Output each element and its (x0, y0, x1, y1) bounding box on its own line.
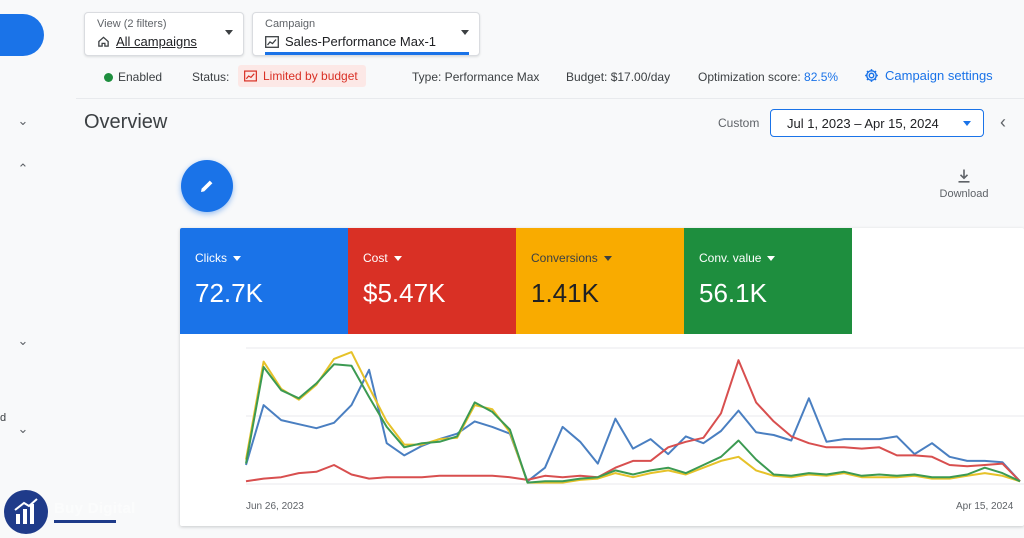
metric-value: $5.47K (363, 278, 446, 308)
chevron-down-icon[interactable]: ⌄ (17, 113, 29, 128)
dropdown-caret-icon (767, 255, 776, 261)
download-label: Download (939, 188, 989, 200)
campaign-status-bar: Enabled Status: Limited by budget Type: … (76, 65, 1024, 88)
chevron-left-icon[interactable]: ‹ (1000, 112, 1006, 132)
campaign-picker-label: Campaign (265, 18, 316, 30)
campaign-picker[interactable]: Campaign Sales-Performance Max-1 (252, 12, 480, 56)
chevron-down-icon[interactable]: ⌄ (17, 333, 29, 348)
series-line-conv-value (245, 363, 1021, 484)
metric-label: Cost (363, 251, 388, 265)
metric-value: 56.1K (699, 278, 767, 308)
campaign-type: Type: Performance Max (412, 70, 540, 84)
sidebar-item-fragment: d (0, 412, 7, 424)
campaign-settings-link[interactable]: Campaign settings (864, 68, 993, 83)
watermark-underline (54, 520, 116, 523)
metric-value: 72.7K (195, 278, 263, 308)
series-line-clicks (245, 368, 1021, 483)
metric-tile-conv-value[interactable]: Conv. value 56.1K (684, 228, 852, 334)
dropdown-caret-icon (603, 255, 612, 261)
date-range-custom-label: Custom (718, 116, 760, 130)
status-label: Status: (192, 70, 230, 84)
pencil-icon (201, 180, 213, 192)
download-icon (958, 169, 970, 183)
x-axis-end-label: Apr 15, 2024 (956, 501, 1014, 512)
metric-tile-clicks[interactable]: Clicks 72.7K (180, 228, 348, 334)
metric-tile-conversions[interactable]: Conversions 1.41K (516, 228, 684, 334)
enabled-dot-icon (104, 73, 113, 82)
edit-button[interactable] (181, 160, 233, 212)
chart-icon (265, 35, 279, 48)
metric-label: Conversions (531, 251, 598, 265)
view-filter-label: View (2 filters) (97, 18, 167, 30)
performance-chart-card: Clicks 72.7K Cost $5.47K Conversions 1.4… (180, 228, 1024, 526)
chevron-up-icon[interactable]: ⌃ (17, 161, 29, 176)
date-range-picker[interactable]: Jul 1, 2023 – Apr 15, 2024 (770, 109, 984, 137)
gear-icon (865, 69, 878, 82)
dropdown-caret-icon (393, 255, 402, 261)
campaign-picker-value: Sales-Performance Max-1 (285, 34, 436, 49)
metric-label: Conv. value (699, 251, 762, 265)
chevron-down-icon[interactable]: ⌄ (17, 421, 29, 436)
active-underline (265, 52, 469, 55)
dropdown-caret-icon (225, 30, 233, 35)
metric-value: 1.41K (531, 278, 599, 308)
left-navigation: ⌄ ⌃ ⌄ d ⌄ (0, 0, 76, 538)
view-filter-picker[interactable]: View (2 filters) All campaigns (84, 12, 244, 56)
trend-chart-icon (244, 70, 257, 82)
download-button[interactable]: Download (934, 168, 994, 200)
watermark-text: Buy Digital (54, 500, 136, 517)
series-line-conversions (245, 351, 1021, 484)
limited-by-budget-badge[interactable]: Limited by budget (238, 65, 366, 87)
metric-tile-cost[interactable]: Cost $5.47K (348, 228, 516, 334)
campaign-budget: Budget: $17.00/day (566, 70, 671, 84)
optimization-score[interactable]: Optimization score: 82.5% (698, 70, 839, 84)
line-chart (245, 347, 1024, 485)
view-filter-value: All campaigns (116, 34, 197, 49)
dropdown-caret-icon (233, 255, 241, 261)
enabled-status: Enabled (104, 70, 162, 84)
watermark-logo: Buy Digital (0, 488, 160, 538)
dropdown-caret-icon (963, 121, 971, 126)
date-range-value: Jul 1, 2023 – Apr 15, 2024 (787, 116, 939, 131)
page-title: Overview (84, 111, 168, 133)
home-icon (98, 36, 109, 47)
header-divider (76, 98, 1024, 99)
create-button[interactable] (0, 14, 44, 56)
x-axis-start-label: Jun 26, 2023 (246, 501, 304, 512)
metric-label: Clicks (195, 251, 227, 265)
main-content: View (2 filters) All campaigns Campaign … (76, 0, 1024, 538)
dropdown-caret-icon (461, 30, 469, 35)
series-line-cost (245, 359, 1021, 483)
logo-icon (4, 490, 48, 534)
